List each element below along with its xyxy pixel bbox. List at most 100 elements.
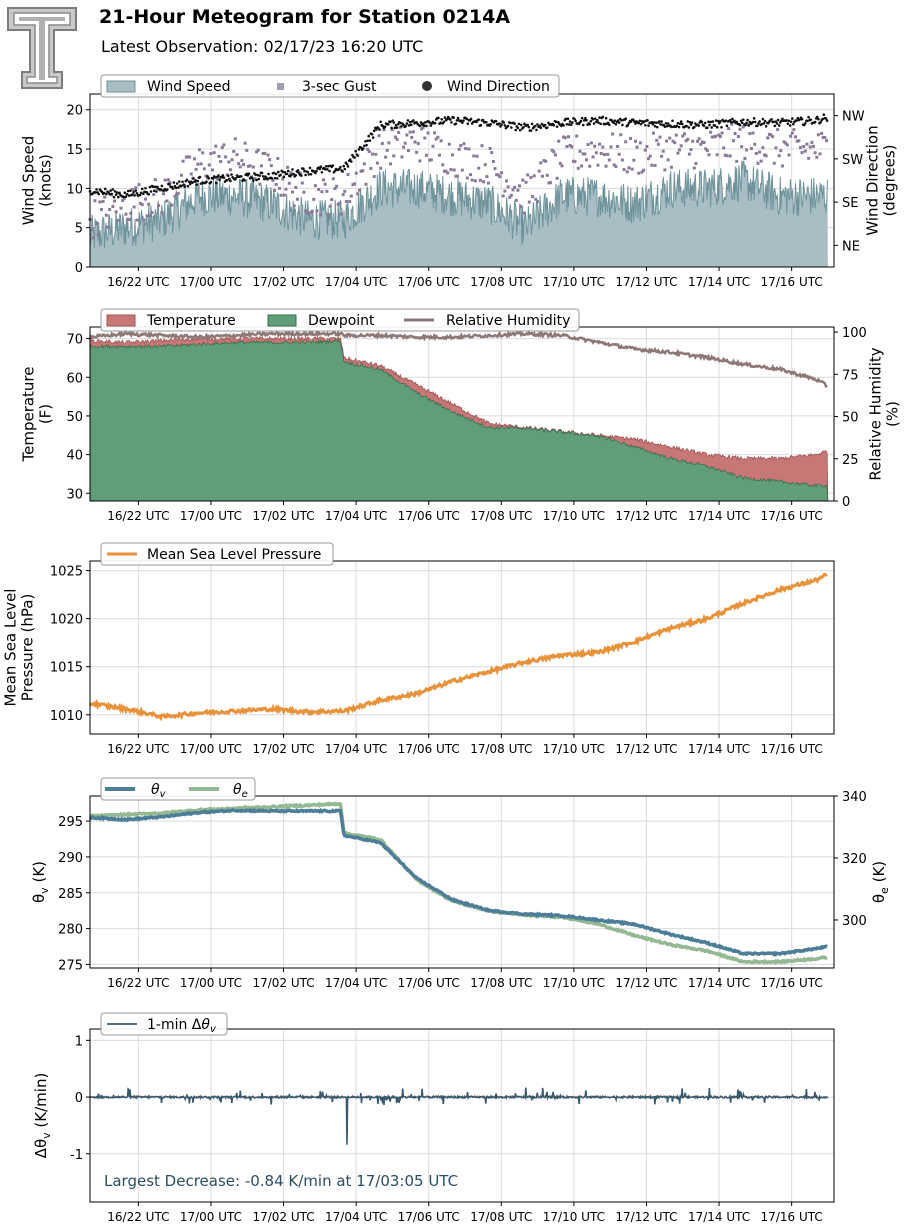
direction-point <box>221 174 225 177</box>
direction-point <box>571 121 574 124</box>
direction-point <box>191 181 194 184</box>
y2-axis-label: (degrees) <box>881 144 899 216</box>
direction-point <box>795 119 798 122</box>
direction-point <box>554 120 558 124</box>
direction-point <box>433 121 437 125</box>
legend-swatch <box>277 83 284 90</box>
direction-point <box>729 121 733 124</box>
legend-label: θe <box>233 782 248 800</box>
direction-point <box>350 160 353 163</box>
gust-point <box>614 165 618 169</box>
direction-point <box>296 169 300 172</box>
gust-point <box>629 137 633 141</box>
direction-point <box>685 124 688 128</box>
gust-point <box>292 204 296 208</box>
direction-point <box>319 165 323 169</box>
gust-point <box>571 159 575 163</box>
gust-point <box>379 166 383 170</box>
direction-point <box>614 122 618 126</box>
x-tick-label: 17/16 UTC <box>761 509 823 523</box>
direction-point <box>228 177 231 181</box>
direction-point <box>591 117 595 121</box>
x-tick-label: 17/06 UTC <box>398 509 460 523</box>
direction-point <box>207 177 210 180</box>
gust-point <box>326 214 330 218</box>
y-tick-label: 1015 <box>50 661 83 676</box>
direction-point <box>654 121 658 124</box>
gust-point <box>609 145 613 149</box>
direction-point <box>274 172 278 176</box>
gust-point <box>403 141 407 145</box>
gust-point <box>238 165 242 169</box>
direction-point <box>593 117 597 120</box>
direction-point <box>422 124 426 127</box>
gust-point <box>660 154 664 158</box>
y2-tick-label: 75 <box>842 368 859 383</box>
gust-point <box>389 162 393 166</box>
direction-point <box>506 124 510 128</box>
direction-point <box>634 122 637 125</box>
gust-point <box>124 212 128 216</box>
gust-point <box>815 155 819 159</box>
gust-point <box>322 178 326 182</box>
gust-point <box>808 145 812 149</box>
direction-point <box>454 122 458 126</box>
gust-point <box>207 163 211 167</box>
gust-point <box>184 155 188 159</box>
direction-point <box>817 117 820 121</box>
gust-point <box>545 173 549 177</box>
direction-point <box>379 120 383 124</box>
direction-point <box>579 119 583 123</box>
gust-point <box>604 164 608 168</box>
direction-point <box>692 125 696 129</box>
direction-point <box>510 126 513 129</box>
gust-point <box>508 195 512 199</box>
direction-point <box>741 118 745 121</box>
x-tick-label: 17/10 UTC <box>543 742 605 756</box>
gust-point <box>586 143 590 147</box>
x-tick-label: 17/16 UTC <box>761 976 823 990</box>
gust-point <box>521 178 525 182</box>
gust-point <box>762 153 766 157</box>
direction-point <box>135 192 139 195</box>
gust-point <box>797 139 801 143</box>
direction-point <box>536 123 539 126</box>
gust-point <box>720 131 724 135</box>
direction-point <box>304 173 307 177</box>
gust-point <box>126 217 130 221</box>
gust-point <box>637 171 641 175</box>
direction-point <box>218 178 221 182</box>
gust-point <box>135 218 139 222</box>
gust-point <box>725 154 729 158</box>
gust-point <box>714 134 718 138</box>
direction-point <box>260 171 264 175</box>
gust-point <box>214 144 218 148</box>
direction-point <box>327 164 330 168</box>
direction-point <box>514 128 518 132</box>
gust-point <box>557 139 561 143</box>
direction-point <box>670 125 673 129</box>
gust-point <box>678 148 682 152</box>
direction-point <box>318 167 322 171</box>
x-tick-label: 17/02 UTC <box>252 275 314 289</box>
x-tick-label: 16/22 UTC <box>107 275 169 289</box>
direction-point <box>764 125 768 128</box>
direction-point <box>168 183 171 186</box>
gust-point <box>268 158 272 162</box>
y-axis-label: Pressure (hPa) <box>19 594 37 702</box>
direction-point <box>716 119 720 123</box>
direction-point <box>711 120 715 123</box>
direction-point <box>279 173 282 177</box>
gust-point <box>589 141 593 145</box>
direction-point <box>261 175 265 178</box>
direction-point <box>367 134 371 138</box>
gust-point <box>245 148 249 152</box>
gust-point <box>553 153 557 157</box>
legend-label: Mean Sea Level Pressure <box>147 547 321 563</box>
direction-point <box>720 125 723 129</box>
y-tick-label: 285 <box>58 887 83 902</box>
gust-point <box>756 161 760 165</box>
gust-point <box>253 177 257 181</box>
gust-point <box>374 152 378 156</box>
direction-point <box>211 177 215 180</box>
